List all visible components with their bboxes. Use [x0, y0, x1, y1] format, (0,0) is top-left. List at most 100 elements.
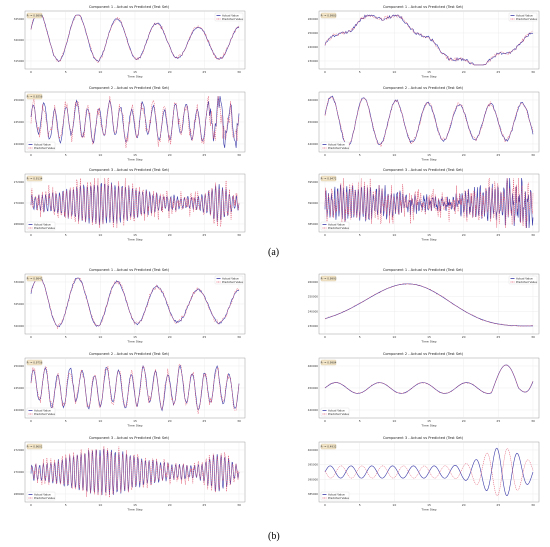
r2-badge-text: R² = 0.9993 [321, 277, 337, 281]
y-tick-label: 320000 [14, 324, 25, 328]
x-axis-label: Time Step [420, 340, 436, 344]
legend-label-predicted: Predicted Value [34, 226, 55, 230]
x-axis-label: Time Step [126, 238, 142, 242]
x-tick-label: 15 [427, 233, 431, 237]
x-axis-label: Time Step [420, 158, 436, 162]
y-tick-label: 240000 [14, 142, 25, 146]
x-tick-label: 15 [427, 153, 431, 157]
legend-label-predicted: Predicted Value [34, 496, 55, 500]
y-tick-label: 450000 [308, 386, 319, 390]
y-tick-label: 272000 [14, 448, 25, 452]
y-tick-label: 400000 [308, 448, 319, 452]
legend-label-actual: Actual Value [328, 223, 345, 227]
r2-badge-text: R² = 0.9756 [27, 361, 43, 365]
y-tick-label: 250000 [308, 31, 319, 35]
chart-title: Component 1 - Actual vs Predicted (Test … [383, 268, 464, 272]
x-tick-label: 10 [392, 419, 396, 423]
x-tick-label: 15 [427, 419, 431, 423]
x-tick-label: 20 [168, 153, 172, 157]
x-tick-label: 25 [202, 233, 206, 237]
legend-box [26, 141, 56, 151]
y-tick-label: 270000 [14, 201, 25, 205]
x-tick-label: 0 [324, 419, 326, 423]
x-tick-label: 20 [462, 153, 466, 157]
x-tick-label: 30 [237, 419, 241, 423]
x-tick-label: 25 [496, 233, 500, 237]
x-tick-label: 15 [427, 70, 431, 74]
chart-title: Component 2 - Actual vs Predicted (Test … [89, 86, 170, 90]
y-tick-label: 440000 [308, 142, 319, 146]
x-tick-label: 10 [392, 503, 396, 507]
y-tick-label: 270000 [14, 470, 25, 474]
x-tick-label: 5 [65, 419, 67, 423]
legend-box [320, 407, 350, 417]
y-tick-label: 395000 [308, 180, 319, 184]
y-tick-label: 390000 [308, 201, 319, 205]
legend-label-actual: Actual Value [222, 277, 239, 281]
y-tick-label: 385000 [308, 222, 319, 226]
y-tick-label: 450000 [308, 120, 319, 124]
series-predicted-line [30, 177, 240, 228]
r2-badge-text: R² = 0.9601 [27, 445, 43, 449]
legend-box [508, 275, 538, 285]
chart-title: Component 3 - Actual vs Predicted (Test … [89, 436, 170, 440]
r2-badge [26, 93, 43, 100]
chart-b-left-2: Component 2 - Actual vs Predicted (Test … [14, 352, 246, 428]
y-tick-label: 240000 [308, 309, 319, 313]
chart-a-right-3: Component 3 - Actual vs Predicted (Test … [308, 168, 540, 242]
y-tick-label: 268000 [14, 222, 25, 226]
x-tick-label: 0 [324, 233, 326, 237]
x-tick-label: 15 [133, 70, 137, 74]
r2-badge-text: R² = 0.9984 [321, 361, 337, 365]
x-tick-label: 5 [359, 503, 361, 507]
r2-badge [26, 443, 43, 450]
chart-b-right-3: Component 3 - Actual vs Predicted (Test … [308, 436, 540, 512]
x-tick-label: 25 [202, 70, 206, 74]
x-tick-label: 20 [168, 335, 172, 339]
x-tick-label: 15 [133, 503, 137, 507]
legend-label-actual: Actual Value [34, 409, 51, 413]
x-tick-label: 30 [531, 335, 535, 339]
y-tick-label: 325000 [14, 17, 25, 21]
legend-label-actual: Actual Value [328, 493, 345, 497]
x-tick-label: 20 [462, 70, 466, 74]
x-tick-label: 30 [237, 70, 241, 74]
chart-title: Component 2 - Actual vs Predicted (Test … [89, 352, 170, 356]
x-tick-label: 25 [496, 335, 500, 339]
x-tick-label: 5 [359, 153, 361, 157]
y-tick-label: 320000 [14, 38, 25, 42]
y-tick-label: 250000 [14, 364, 25, 368]
y-tick-label: 230000 [308, 59, 319, 63]
legend-label-actual: Actual Value [516, 14, 533, 18]
legend-label-predicted: Predicted Value [328, 226, 349, 230]
x-tick-label: 10 [98, 335, 102, 339]
x-tick-label: 15 [133, 419, 137, 423]
y-tick-label: 460000 [308, 364, 319, 368]
x-tick-label: 5 [65, 153, 67, 157]
y-tick-label: 440000 [308, 408, 319, 412]
legend-label-predicted: Predicted Value [34, 412, 55, 416]
series-predicted-line [30, 446, 240, 498]
y-tick-label: 245000 [14, 120, 25, 124]
x-tick-label: 10 [98, 419, 102, 423]
x-tick-label: 30 [237, 335, 241, 339]
legend-label-actual: Actual Value [222, 14, 239, 18]
r2-badge-text: R² = 0.9842 [27, 277, 43, 281]
r2-badge-text: R² = 0.9983 [321, 14, 337, 18]
series-predicted-line [30, 277, 240, 329]
x-tick-label: 5 [359, 419, 361, 423]
x-axis-label: Time Step [420, 75, 436, 79]
y-tick-label: 240000 [14, 408, 25, 412]
x-tick-label: 0 [324, 70, 326, 74]
legend-label-predicted: Predicted Value [222, 17, 243, 21]
caption-a: (a) [268, 247, 280, 258]
x-tick-label: 25 [496, 419, 500, 423]
x-tick-label: 25 [496, 503, 500, 507]
series-actual-line [324, 14, 534, 66]
legend-box [320, 141, 350, 151]
series-predicted-line [30, 363, 240, 414]
y-tick-label: 250000 [14, 98, 25, 102]
x-tick-label: 0 [324, 503, 326, 507]
x-tick-label: 20 [462, 335, 466, 339]
